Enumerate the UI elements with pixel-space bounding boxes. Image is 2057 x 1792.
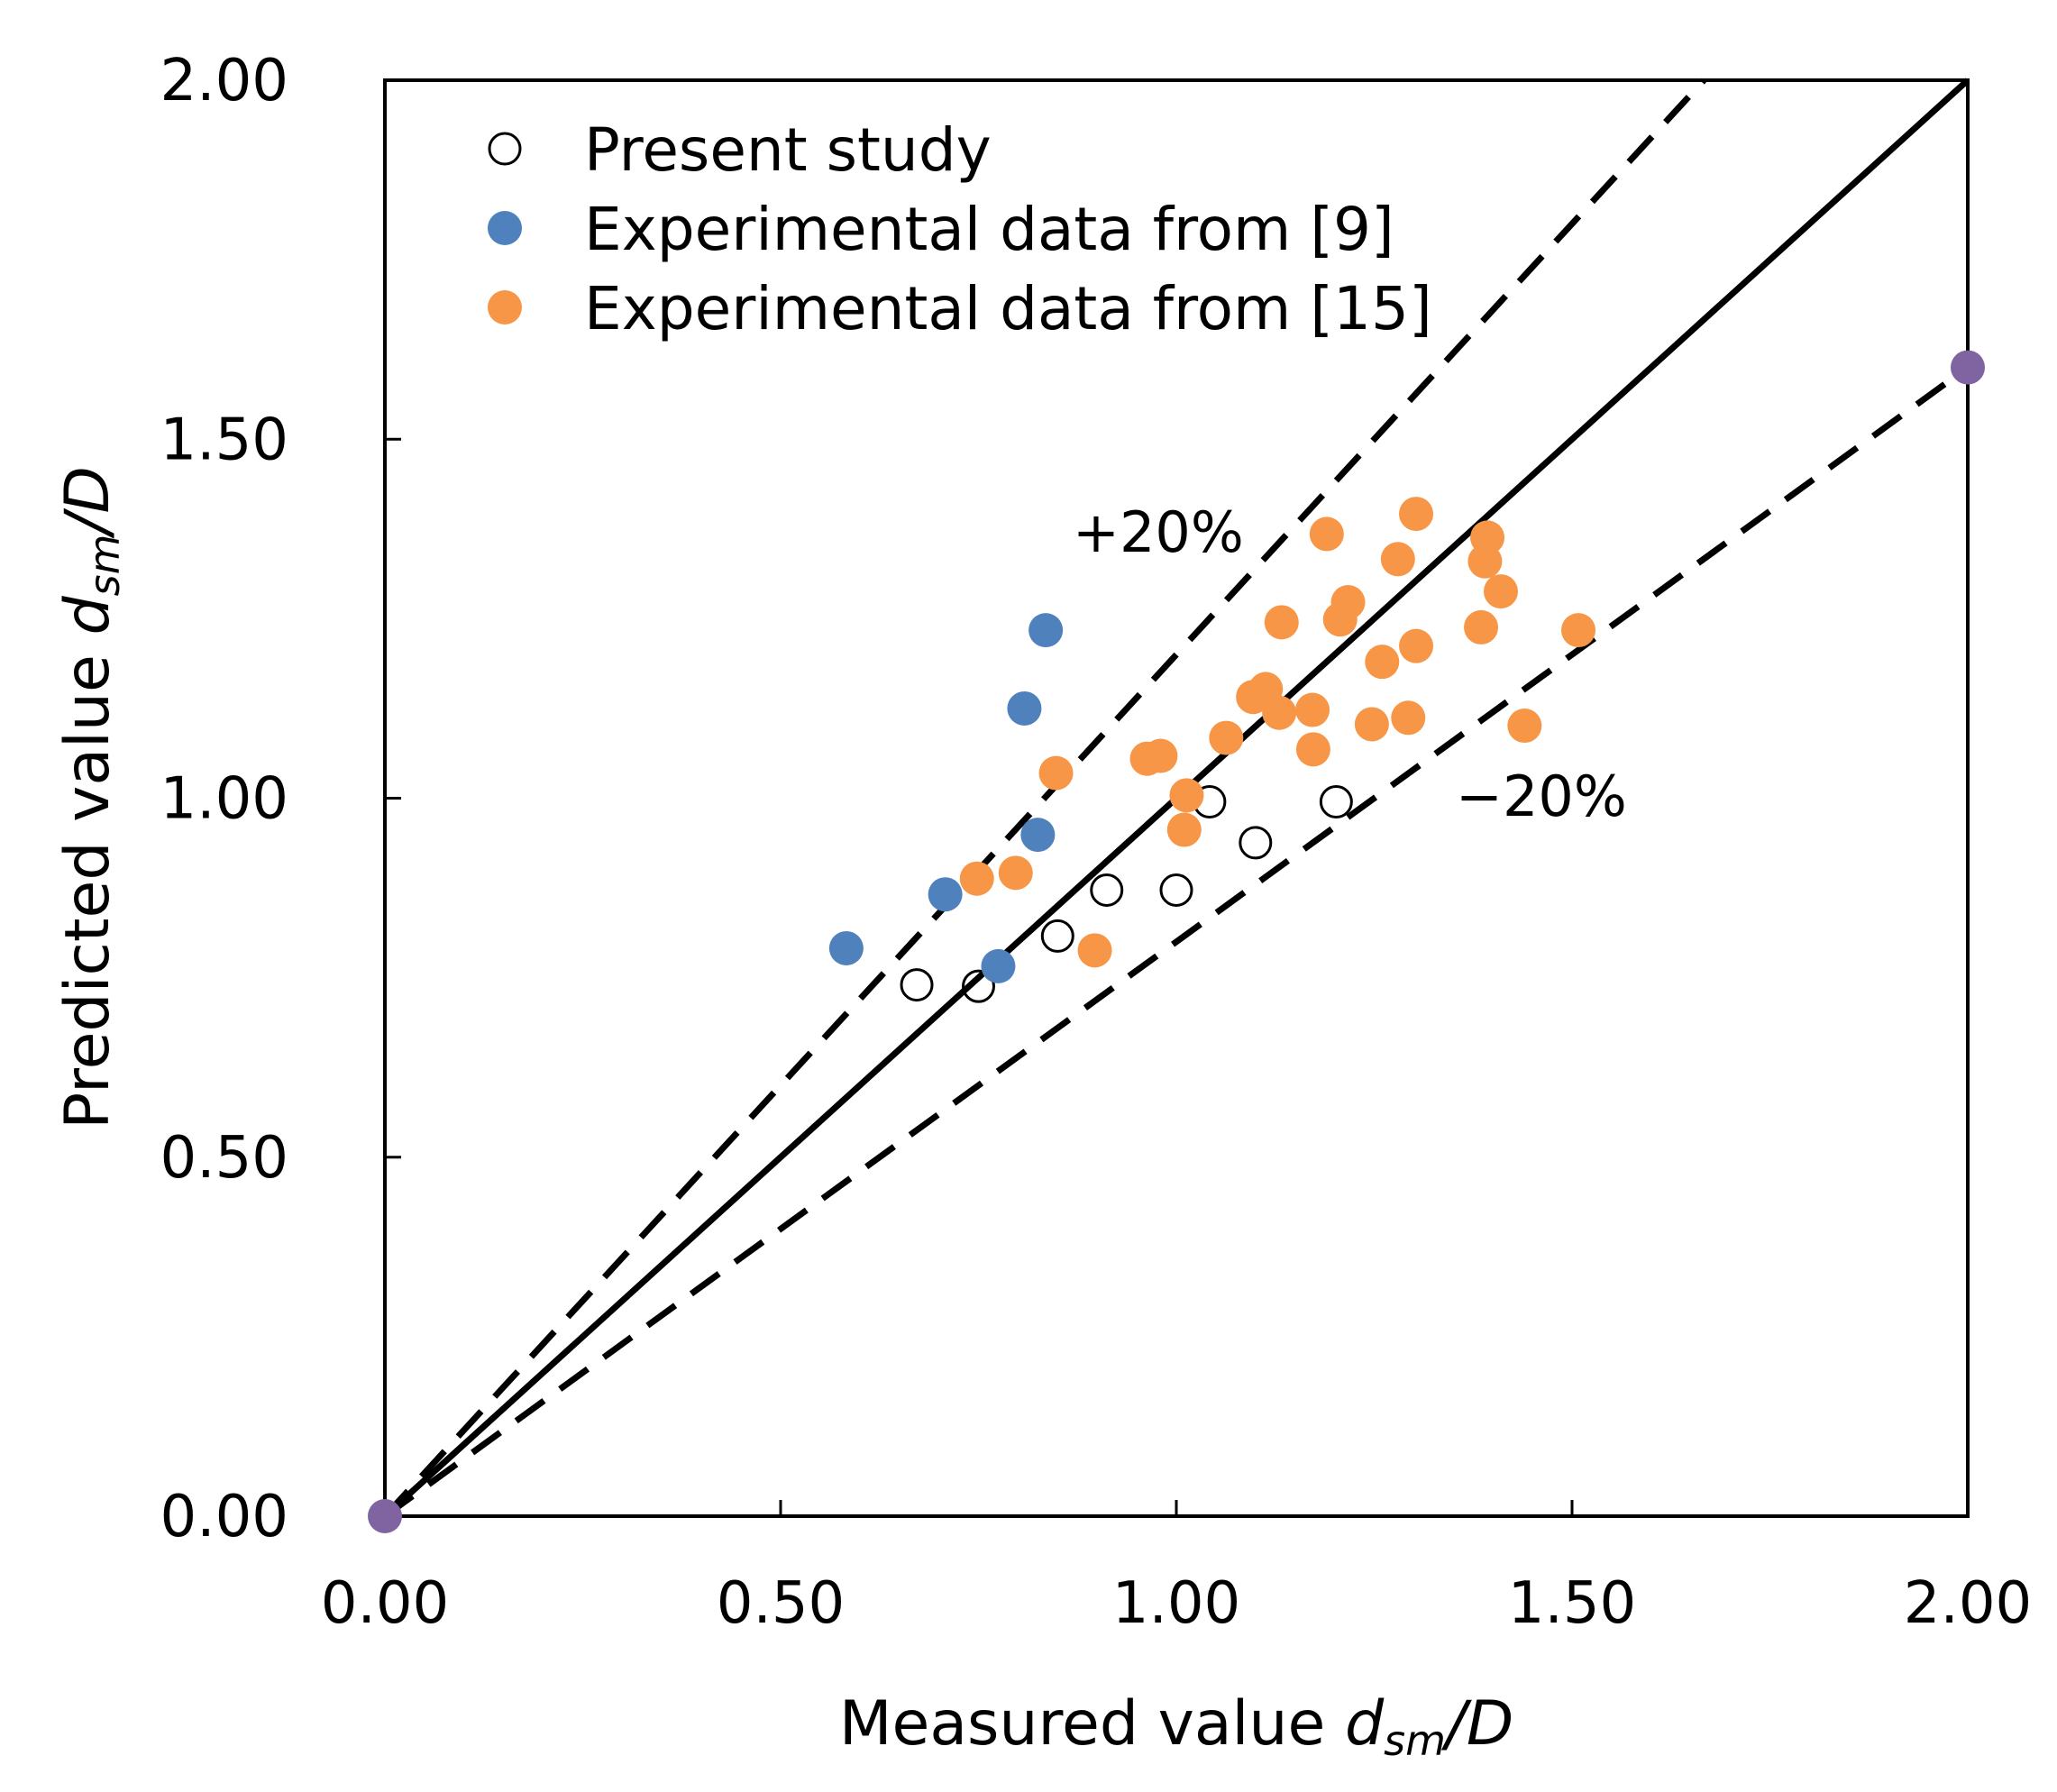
data-point-series-2 <box>1038 755 1074 791</box>
data-point-series-3 <box>368 1499 402 1533</box>
y-label-suffix: /D <box>52 466 123 538</box>
data-point-series-2 <box>1295 732 1330 767</box>
x-axis-label: Measured value dsm/D <box>839 1688 1513 1765</box>
data-point-series-1 <box>1007 690 1042 726</box>
reference-line-2 <box>382 364 1970 1519</box>
y-tick-label: 1.00 <box>160 766 289 833</box>
data-point-series-2 <box>1391 700 1426 736</box>
y-tick-label: 0.50 <box>160 1125 289 1192</box>
data-point-series-2 <box>1264 605 1299 640</box>
data-point-series-0 <box>1090 873 1124 907</box>
data-point-series-2 <box>959 861 994 896</box>
data-point-series-0 <box>1040 919 1074 953</box>
data-point-series-3 <box>1951 350 1985 385</box>
data-point-series-2 <box>1143 738 1178 773</box>
x-label-suffix: /D <box>1441 1688 1513 1760</box>
x-tick-label: 1.00 <box>1112 1570 1241 1637</box>
legend-label-2: Experimental data from [15] <box>584 274 1432 343</box>
data-point-series-0 <box>900 968 934 1002</box>
y-tick-label: 2.00 <box>160 48 289 114</box>
data-point-series-2 <box>1209 720 1244 755</box>
y-axis-label: Predicted value dsm/D <box>52 466 129 1129</box>
y-label-prefix: Predicted value <box>52 635 123 1129</box>
data-point-series-2 <box>1561 613 1596 648</box>
data-point-series-2 <box>1365 645 1400 680</box>
data-point-series-2 <box>1399 497 1434 532</box>
data-point-series-2 <box>1399 628 1434 663</box>
data-point-series-0 <box>1239 826 1273 860</box>
y-label-sub: sm <box>80 535 129 597</box>
y-label-var: d <box>52 596 123 635</box>
data-point-series-2 <box>1077 933 1112 968</box>
data-point-series-2 <box>998 855 1033 891</box>
data-point-series-1 <box>981 948 1016 983</box>
y-tick-label: 0.00 <box>160 1484 289 1550</box>
data-point-series-1 <box>1020 818 1056 853</box>
data-point-series-2 <box>1380 542 1415 577</box>
x-tick-label: 1.50 <box>1508 1570 1637 1637</box>
data-point-series-1 <box>1028 613 1064 648</box>
label-minus20: −20% <box>1456 763 1627 829</box>
x-label-prefix: Measured value <box>839 1688 1345 1760</box>
data-point-series-0 <box>962 969 995 1003</box>
legend-marker-1 <box>488 211 522 245</box>
x-tick-label: 2.00 <box>1904 1570 2033 1637</box>
legend-label-0: Present study <box>584 115 992 185</box>
data-point-series-2 <box>1262 695 1297 730</box>
data-point-series-2 <box>1467 544 1503 579</box>
data-point-series-1 <box>928 877 963 912</box>
data-point-series-2 <box>1330 585 1366 620</box>
y-tick-label: 1.50 <box>160 407 289 473</box>
data-point-series-2 <box>1354 707 1389 742</box>
data-point-series-2 <box>1166 812 1202 847</box>
data-point-series-1 <box>828 930 864 965</box>
data-point-series-2 <box>1507 709 1542 744</box>
legend-marker-0 <box>488 132 522 166</box>
data-point-series-0 <box>1159 873 1193 907</box>
legend-marker-2 <box>488 290 522 325</box>
legend-label-1: Experimental data from [9] <box>584 195 1394 264</box>
x-label-var: d <box>1345 1688 1385 1760</box>
data-point-series-0 <box>1319 784 1353 818</box>
reference-line-1 <box>382 78 1706 1519</box>
data-point-series-2 <box>1483 574 1518 609</box>
data-point-series-2 <box>1295 692 1330 727</box>
data-point-series-2 <box>1169 778 1204 813</box>
data-point-series-2 <box>1464 609 1499 645</box>
x-tick-label: 0.00 <box>321 1570 450 1637</box>
label-plus20: +20% <box>1073 499 1244 565</box>
x-tick-label: 0.50 <box>717 1570 846 1637</box>
legend: Present study Experimental data from [9] E… <box>488 115 1432 343</box>
data-point-series-2 <box>1309 517 1344 552</box>
x-label-sub: sm <box>1384 1716 1446 1765</box>
